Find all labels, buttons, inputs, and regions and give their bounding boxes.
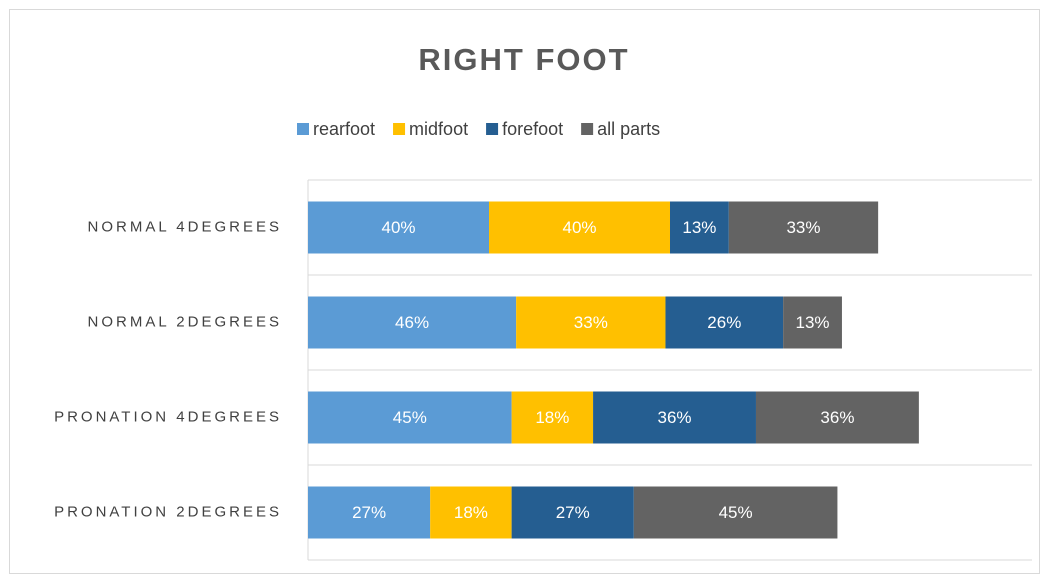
y-tick-label: NORMAL 4DEGREES: [88, 218, 282, 235]
bar-segment: [430, 486, 512, 539]
bar-segment: [511, 486, 634, 539]
data-label: 27%: [556, 503, 590, 522]
legend-swatch: [297, 123, 309, 135]
data-label: 40%: [562, 218, 596, 237]
legend-swatch: [393, 123, 406, 135]
data-label: 26%: [707, 313, 741, 332]
data-label: 18%: [535, 408, 569, 427]
data-label: 45%: [719, 503, 753, 522]
y-tick-label: PRONATION 4DEGREES: [54, 408, 282, 425]
data-label: 33%: [786, 218, 820, 237]
bar-segment: [308, 486, 431, 539]
bar-segment: [593, 391, 756, 444]
chart-border: [9, 9, 1040, 574]
data-label: 46%: [395, 313, 429, 332]
y-tick-label: PRONATION 2DEGREES: [54, 503, 282, 520]
legend-label: midfoot: [409, 119, 468, 139]
bar-segment: [755, 391, 919, 444]
bar-segment: [308, 201, 489, 254]
bar-segment: [670, 201, 729, 254]
data-label: 13%: [796, 313, 830, 332]
y-tick-label: NORMAL 2DEGREES: [88, 313, 282, 330]
legend-label: rearfoot: [313, 119, 375, 139]
bar-segment: [511, 391, 594, 444]
bar-segment: [665, 296, 784, 349]
data-label: 45%: [393, 408, 427, 427]
bar-segment: [783, 296, 842, 349]
bar-segment: [308, 391, 512, 444]
data-label: 36%: [820, 408, 854, 427]
legend-label: forefoot: [502, 119, 563, 139]
legend-swatch: [581, 123, 594, 135]
data-label: 13%: [682, 218, 716, 237]
bar-segment: [728, 201, 879, 254]
chart-title: RIGHT FOOT: [418, 42, 629, 77]
data-label: 33%: [574, 313, 608, 332]
data-label: 27%: [352, 503, 386, 522]
data-label: 18%: [454, 503, 488, 522]
legend-swatch: [486, 123, 499, 135]
bar-segment: [516, 296, 666, 349]
bar-segment: [633, 486, 838, 539]
bar-segment: [308, 296, 517, 349]
bar-segment: [489, 201, 670, 254]
data-label: 40%: [381, 218, 415, 237]
data-label: 36%: [658, 408, 692, 427]
legend-label: all parts: [597, 119, 660, 139]
